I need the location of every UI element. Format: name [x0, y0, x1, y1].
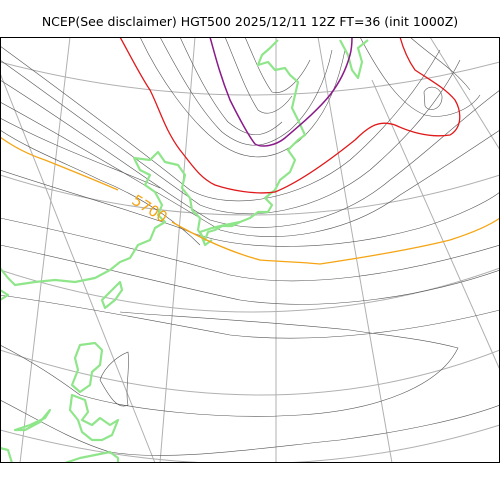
isohypse-line [409, 37, 471, 91]
isohypse-line [179, 37, 283, 135]
isohypse-line [159, 37, 333, 146]
isohypse-lines [0, 37, 500, 456]
meridian-line [19, 37, 71, 463]
coastline [64, 450, 120, 463]
isohypse-line [0, 129, 201, 246]
meridian-line [159, 37, 196, 463]
isohypse-line [0, 59, 461, 215]
graticule [0, 37, 500, 463]
coastline [198, 220, 241, 247]
coastline [13, 408, 52, 432]
map-title: NCEP(See disclaimer) HGT500 2025/12/11 1… [41, 14, 459, 29]
coastline [70, 341, 104, 394]
isohypse-line [0, 101, 500, 237]
isohypse-line [359, 37, 481, 117]
isohypse-line [0, 169, 500, 247]
contour-5700 [171, 217, 500, 265]
meridian-line [0, 72, 156, 463]
coastline [0, 289, 10, 301]
coastline [68, 393, 120, 442]
isohypse-line [139, 37, 346, 158]
parallel-line [0, 174, 500, 216]
coastline [100, 280, 124, 310]
coastline [0, 446, 14, 463]
isohypse-line [0, 79, 500, 228]
meridian-line [317, 37, 393, 463]
isohypse-line [244, 37, 311, 93]
parallel-line [0, 349, 500, 396]
isohypse-line [0, 399, 500, 456]
isohypse-line [224, 37, 293, 114]
isohypse-line [0, 294, 500, 339]
contour-5100 [209, 37, 353, 147]
coastline [133, 39, 307, 242]
contour-5400 [119, 37, 461, 194]
coastline [0, 157, 167, 287]
isohypse-line [0, 311, 459, 417]
isohypse-line [99, 351, 129, 407]
contour-label: 5700 [129, 191, 171, 227]
coastlines [0, 39, 369, 463]
isohypse-line [0, 45, 441, 202]
isohypse-line [0, 217, 500, 282]
meridian-line [429, 37, 500, 151]
parallel-line [0, 424, 500, 463]
closed-contour [423, 86, 443, 110]
meridian-line [371, 79, 500, 371]
coastline [339, 39, 369, 80]
isohypse-line [0, 117, 161, 189]
isohypse-line [0, 244, 500, 305]
parallel-line [0, 267, 500, 313]
contour-5700 [0, 136, 119, 191]
